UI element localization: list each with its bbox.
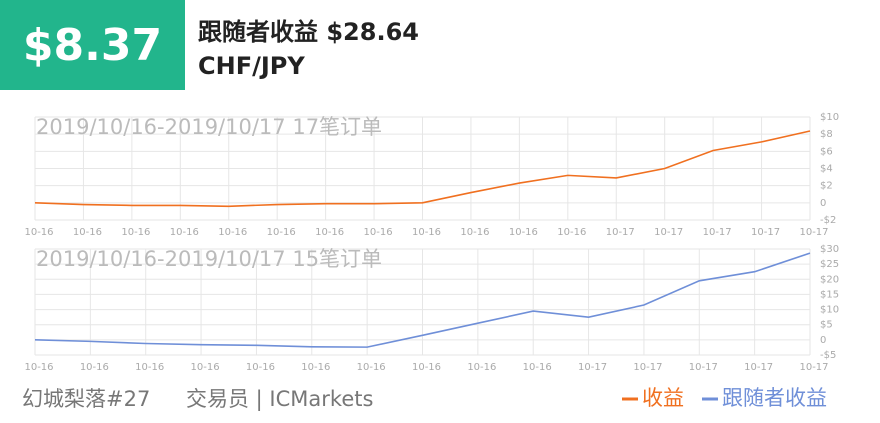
x-tick-label: 10-17: [654, 227, 683, 238]
x-tick-label: 10-16: [412, 227, 441, 238]
x-tick-label: 10-16: [246, 362, 275, 373]
x-tick-label: 10-16: [467, 362, 496, 373]
x-tick-label: 10-16: [267, 227, 296, 238]
x-tick-label: 10-16: [121, 227, 150, 238]
symbol: CHF/JPY: [198, 52, 305, 80]
x-tick-label: 10-17: [606, 227, 635, 238]
x-tick-label: 10-16: [24, 227, 53, 238]
y-tick-label: 0: [820, 335, 826, 346]
x-tick-label: 10-17: [633, 362, 662, 373]
y-tick-label: $25: [820, 259, 839, 270]
y-tick-label: $2: [820, 181, 833, 192]
y-tick-label: $15: [820, 289, 839, 300]
y-tick-label: $8: [820, 129, 833, 140]
broker: 交易员 | ICMarkets: [186, 387, 374, 411]
x-tick-label: 10-16: [557, 227, 586, 238]
y-tick-label: $6: [820, 146, 833, 157]
y-tick-label: -$2: [820, 215, 836, 226]
x-tick-label: 10-16: [509, 227, 538, 238]
x-tick-label: 10-16: [301, 362, 330, 373]
line: [34, 130, 811, 208]
x-tick-label: 10-17: [703, 227, 732, 238]
x-tick-label: 10-16: [218, 227, 247, 238]
x-tick-label: 10-17: [578, 362, 607, 373]
y-tick-label: $20: [820, 274, 839, 285]
x-tick-label: 10-16: [523, 362, 552, 373]
y-tick-label: $30: [820, 244, 839, 255]
x-tick-label: 10-17: [689, 362, 718, 373]
x-tick-label: 10-16: [135, 362, 164, 373]
amount: $8.37: [0, 0, 185, 90]
x-tick-label: 10-17: [799, 227, 828, 238]
y-tick-label: $10: [820, 305, 839, 316]
line: [34, 252, 811, 348]
chart-title: 2019/10/16-2019/10/17 17笔订单: [36, 115, 382, 139]
chart-title: 2019/10/16-2019/10/17 15笔订单: [36, 247, 382, 271]
x-tick-label: 10-16: [412, 362, 441, 373]
x-tick-label: 10-16: [80, 362, 109, 373]
x-tick-label: 10-16: [460, 227, 489, 238]
x-tick-label: 10-17: [751, 227, 780, 238]
x-tick-label: 10-17: [799, 362, 828, 373]
trader: 幻城梨落#27: [22, 387, 151, 411]
y-tick-label: $5: [820, 320, 833, 331]
x-tick-label: 10-16: [191, 362, 220, 373]
y-tick-label: $10: [820, 112, 839, 123]
y-tick-label: -$5: [820, 350, 836, 361]
y-tick-label: 0: [820, 198, 826, 209]
legend-label: 跟随者收益: [722, 386, 827, 410]
x-tick-label: 10-17: [744, 362, 773, 373]
y-tick-label: $4: [820, 164, 833, 175]
legend-label: 收益: [642, 386, 684, 410]
x-tick-label: 10-16: [315, 227, 344, 238]
x-tick-label: 10-16: [73, 227, 102, 238]
x-tick-label: 10-16: [357, 362, 386, 373]
x-tick-label: 10-16: [24, 362, 53, 373]
follower-profit: 跟随者收益 $28.64: [198, 18, 419, 46]
x-tick-label: 10-16: [364, 227, 393, 238]
x-tick-label: 10-16: [170, 227, 199, 238]
